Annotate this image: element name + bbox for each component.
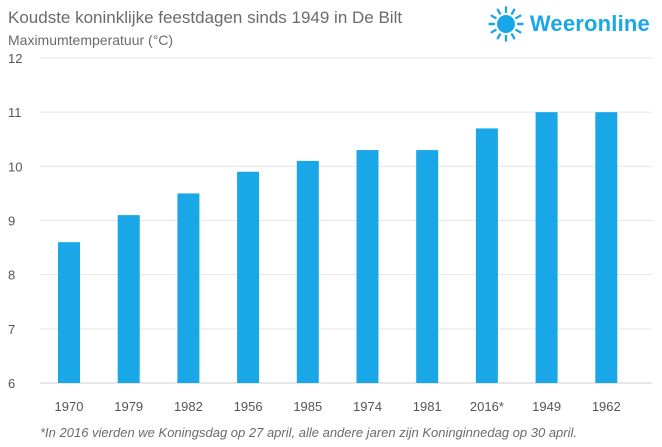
bar-1982: [177, 193, 200, 383]
x-tick-label: 1979: [114, 399, 143, 414]
sun-ray: [510, 8, 516, 15]
sun-icon: [488, 6, 524, 42]
y-tick-label: 10: [8, 159, 22, 174]
x-tick-label: 1974: [353, 399, 382, 414]
bar-1985: [296, 160, 319, 383]
bar-chart: 6 7 8 9 10 11 12 1970 1979 1982 1956 1985 1974 1981 2…: [8, 51, 652, 414]
footnote: *In 2016 vierden we Koningsdag op 27 apr…: [40, 425, 577, 440]
x-tick-label: 1981: [413, 399, 442, 414]
chart-title: Koudste koninklijke feestdagen sinds 194…: [8, 8, 403, 27]
sun-ray: [490, 28, 497, 34]
x-tick-label: 1982: [174, 399, 203, 414]
chart-subtitle: Maximumtemperatuur (°C): [8, 32, 174, 48]
bar-1979: [117, 215, 140, 383]
x-tick-label: 1956: [234, 399, 263, 414]
logo-text: Weeronline: [529, 11, 650, 36]
sun-ray: [515, 28, 522, 34]
x-tick-label: 2016*: [470, 399, 504, 414]
y-tick-label: 8: [8, 268, 15, 283]
sun-ray: [490, 14, 497, 20]
bar-1974: [356, 150, 379, 383]
bar-2016-star: [475, 128, 498, 383]
sun-ray: [515, 14, 522, 20]
y-axis-ticks: 6 7 8 9 10 11 12: [8, 51, 22, 391]
sun-ray: [496, 33, 502, 40]
x-tick-label: 1970: [55, 399, 84, 414]
x-tick-label: 1962: [592, 399, 621, 414]
sun-ray: [496, 8, 502, 15]
weeronline-logo: Weeronline: [488, 4, 650, 44]
bars: [58, 112, 618, 384]
y-tick-label: 6: [8, 376, 15, 391]
bar-1970: [58, 242, 80, 383]
bar-1981: [416, 150, 439, 383]
bar-1962: [595, 112, 618, 384]
bar-1956: [237, 171, 260, 383]
y-tick-label: 9: [8, 214, 15, 229]
y-tick-label: 11: [8, 105, 22, 120]
bar-1949: [535, 112, 558, 384]
y-tick-label: 7: [8, 322, 15, 337]
x-tick-label: 1985: [293, 399, 322, 414]
sun-ray: [510, 33, 516, 40]
x-tick-label: 1949: [532, 399, 561, 414]
y-tick-label: 12: [8, 51, 22, 66]
x-axis-ticks: 1970 1979 1982 1956 1985 1974 1981 2016* 1949 196…: [55, 399, 621, 414]
